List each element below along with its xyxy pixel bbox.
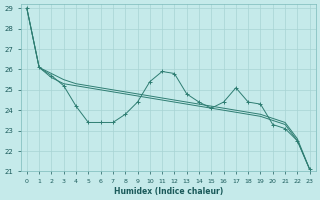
- X-axis label: Humidex (Indice chaleur): Humidex (Indice chaleur): [114, 187, 223, 196]
